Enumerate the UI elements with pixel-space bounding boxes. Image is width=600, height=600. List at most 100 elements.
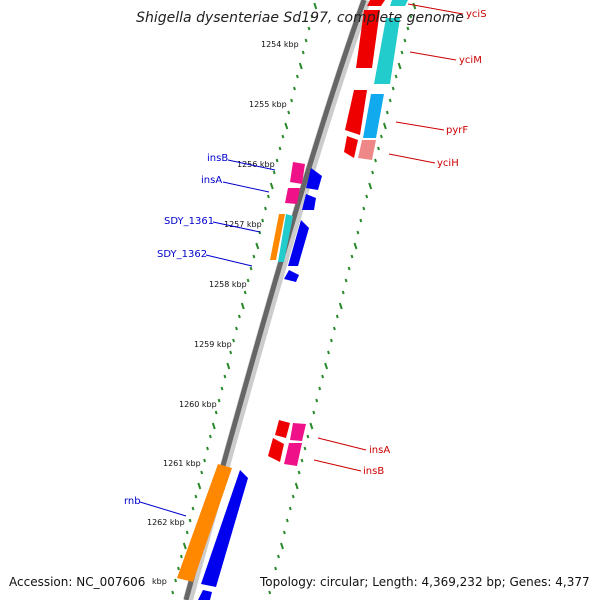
- plus-strand-genes: [177, 162, 322, 600]
- plus-tick-dash: [223, 374, 227, 379]
- kbp-label: 1259 kbp: [194, 340, 232, 349]
- plus-tick-dash: [182, 542, 187, 550]
- kbp-label: 1257 kbp: [224, 220, 262, 229]
- gene-SDY_1362-blue[interactable]: [288, 220, 309, 266]
- plus-tick-dash: [310, 14, 314, 19]
- footer-accession-bg: [6, 572, 146, 590]
- kbp-label: 1261 kbp: [163, 459, 201, 468]
- kbp-labels: 1254 kbp 1255 kbp 1256 kbp 1257 kbp 1258…: [147, 40, 299, 586]
- minus-tick-dash: [312, 410, 316, 415]
- gene-SDY_1361[interactable]: [278, 214, 293, 262]
- minus-tick-dash: [377, 146, 380, 151]
- leader-insB-plus: [227, 159, 276, 171]
- plus-tick-dash: [278, 146, 282, 151]
- minus-tick-dash: [403, 38, 407, 43]
- plus-tick-dash: [214, 410, 218, 415]
- gene-label-yciM[interactable]: yciM: [459, 55, 482, 66]
- gene-yciM-cyan[interactable]: [374, 18, 400, 84]
- gene-blue-bottom[interactable]: [198, 590, 212, 600]
- plus-tick-dash: [298, 62, 303, 70]
- gene-rnb[interactable]: [177, 464, 232, 582]
- gene-label-insA-minus[interactable]: insA: [369, 445, 390, 456]
- minus-tick-dash: [374, 158, 377, 163]
- plus-tick-dash: [261, 218, 265, 223]
- gene-label-yciS[interactable]: yciS: [466, 9, 487, 20]
- minus-tick-dash: [285, 518, 289, 523]
- minus-tick-dash: [365, 194, 369, 199]
- plus-tick-dash: [275, 158, 279, 163]
- gene-label-insB-minus[interactable]: insB: [363, 466, 384, 477]
- gene-label-insA-plus[interactable]: insA: [201, 175, 222, 186]
- plus-tick-dash: [284, 122, 289, 130]
- plus-tick-dash: [208, 434, 212, 439]
- gene-label-SDY_1362[interactable]: SDY_1362: [157, 249, 207, 260]
- kbp-label: 1256 kbp: [237, 160, 275, 169]
- gene-insB-minus[interactable]: [284, 443, 302, 466]
- plus-tick-dash: [217, 398, 221, 403]
- gene-rnb-blue[interactable]: [201, 470, 248, 587]
- gene-SDY_1362[interactable]: [284, 270, 299, 282]
- plus-tick-dash: [295, 74, 299, 79]
- minus-tick-dash: [385, 110, 389, 115]
- gene-pyrF-red[interactable]: [345, 90, 367, 135]
- gene-yciM-red[interactable]: [356, 10, 380, 68]
- plus-tick-dash: [304, 38, 308, 43]
- kbp-label: 1255 kbp: [249, 100, 287, 109]
- minus-tick-dash: [268, 590, 272, 595]
- kbp-label: 1254 kbp: [261, 40, 299, 49]
- gene-red-small[interactable]: [344, 136, 358, 158]
- gene-orange-1361[interactable]: [270, 214, 285, 260]
- minus-tick-dash: [315, 398, 319, 403]
- plus-tick-dash: [252, 254, 256, 259]
- plus-tick-dash: [290, 98, 294, 103]
- plus-tick-dash: [313, 2, 318, 10]
- gene-yciS-cyan[interactable]: [390, 0, 408, 6]
- plus-tick-dash: [255, 242, 260, 250]
- minus-tick-dash: [400, 50, 404, 55]
- footer-topology-info: Topology: circular; Length: 4,369,232 bp…: [259, 575, 590, 589]
- minus-tick-dash: [303, 446, 307, 451]
- plus-tick-dash: [269, 182, 274, 190]
- kbp-label: 1258 kbp: [209, 280, 247, 289]
- minus-tick-dash: [359, 218, 363, 223]
- plus-tick-dash: [243, 290, 247, 295]
- footer-info-bg: [256, 572, 592, 590]
- plus-tick-dash: [240, 302, 245, 310]
- plus-tick-dash: [179, 554, 183, 559]
- leader-yciS: [407, 3, 464, 15]
- plus-tick-dash: [226, 362, 231, 370]
- plus-tick-dash: [237, 314, 241, 319]
- gene-insA-minus[interactable]: [275, 420, 290, 438]
- gene-insB-red[interactable]: [268, 438, 284, 462]
- leader-yciM: [409, 51, 457, 61]
- minus-tick-dash: [318, 386, 322, 391]
- label-leader-lines: [139, 3, 464, 517]
- gene-insA-plus[interactable]: [302, 194, 316, 210]
- minus-tick-dash: [338, 302, 343, 310]
- gene-pyrF[interactable]: [363, 94, 384, 138]
- minus-tick-dash: [409, 14, 413, 19]
- plus-tick-dash: [235, 326, 238, 331]
- gene-yciS[interactable]: [367, 0, 385, 6]
- minus-tick-dash: [329, 338, 333, 343]
- gene-insB-blue[interactable]: [306, 168, 322, 190]
- gene-label-insB-plus[interactable]: insB: [207, 153, 228, 164]
- plus-tick-dash: [194, 494, 198, 499]
- tick-tracks: [171, 2, 417, 595]
- gene-label-pyrF[interactable]: pyrF: [446, 125, 468, 136]
- gene-insA-pink[interactable]: [290, 423, 306, 441]
- gene-label-rnb[interactable]: rnb: [124, 496, 141, 507]
- minus-tick-dash: [294, 482, 299, 490]
- gene-label-SDY_1361[interactable]: SDY_1361: [164, 216, 214, 227]
- plus-tick-dash: [197, 482, 202, 490]
- gene-yciH[interactable]: [358, 140, 376, 160]
- gene-label-yciH[interactable]: yciH: [437, 158, 459, 169]
- plus-tick-dash: [287, 110, 291, 115]
- plus-tick-dash: [177, 566, 180, 571]
- minus-tick-dash: [282, 530, 286, 535]
- gene-insB-plus[interactable]: [290, 162, 305, 184]
- minus-strand-genes: [268, 0, 408, 466]
- minus-tick-dash: [353, 242, 358, 250]
- gene-insA-pink-plus[interactable]: [285, 188, 300, 204]
